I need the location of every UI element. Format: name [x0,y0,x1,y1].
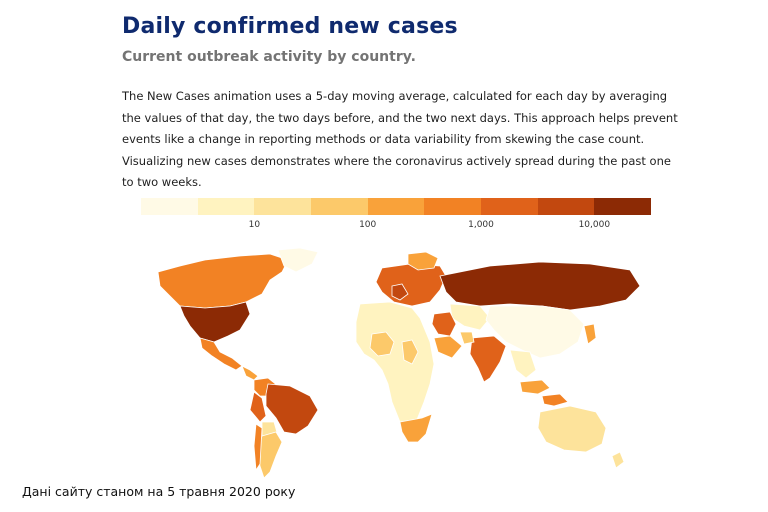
legend-swatch [481,198,538,215]
map-region [253,423,263,472]
map-region [391,283,409,301]
legend-tick-label: 1,000 [468,220,494,230]
page-subtitle: Current outbreak activity by country. [122,49,416,65]
map-region [433,335,463,359]
map-region [459,331,475,345]
map-region [179,301,251,343]
map-region [375,263,447,307]
legend-tick-label: 10 [248,220,261,230]
page-title: Daily confirmed new cases [122,14,458,39]
map-region [369,331,395,357]
legend-swatch [311,198,368,215]
legend-swatch [141,198,198,215]
map-region [519,379,551,395]
map-region [249,391,267,423]
legend-color-bar [141,198,652,215]
legend-swatch [367,198,425,215]
legend-swatch [197,198,255,215]
legend-swatch [424,198,482,215]
map-region [241,365,259,381]
map-region [355,301,435,431]
map-region [583,323,597,345]
map-region [157,253,289,309]
map-region [407,251,439,271]
map-region [199,337,243,371]
legend-tick-label: 10,000 [578,220,611,230]
map-region [401,339,419,365]
data-date-caption: Дані сайту станом на 5 травня 2020 року [22,484,296,499]
legend-tick-label: 100 [359,220,377,230]
map-region [537,405,607,453]
map-region [469,335,507,383]
legend-swatch [537,198,595,215]
map-region [439,261,641,311]
map-region [265,383,319,435]
legend-swatch [254,198,312,215]
description-text: The New Cases animation uses a 5-day mov… [122,89,678,189]
map-region [611,451,625,469]
world-map [157,247,641,479]
map-region [399,413,433,443]
map-region [509,349,537,379]
legend-swatch [594,198,652,215]
map-region [277,247,319,273]
color-legend: 10 100 1,000 10,000 [141,198,652,238]
map-region [485,305,585,359]
map-region [541,393,569,407]
map-region [449,303,491,331]
